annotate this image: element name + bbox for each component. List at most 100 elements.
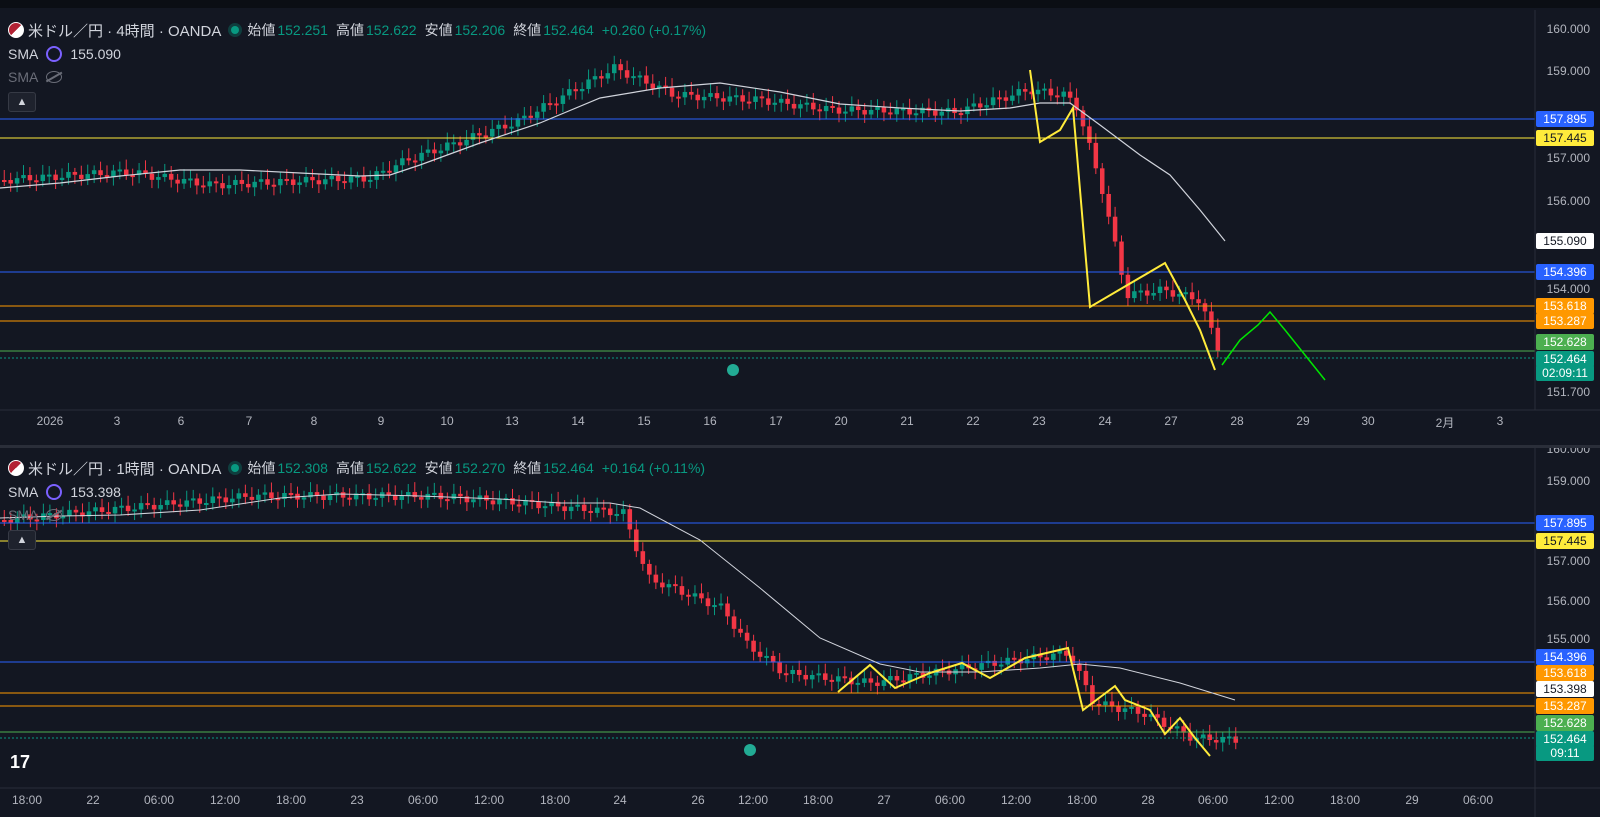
candle-body [647,563,652,575]
candle-body [262,492,268,495]
candle-body [451,493,457,500]
time-tick: 06:00 [1462,793,1494,807]
candle-body [822,673,828,680]
candle-body [223,497,229,503]
candle-body [143,170,148,174]
candle-body [843,111,848,114]
candle-body [40,174,46,182]
time-tick: 15 [637,414,651,428]
time-tick: 18:00 [802,793,834,807]
candle-body [393,165,399,173]
alarm-clock-icon[interactable] [727,364,739,376]
price-tick: 160.000 [1546,448,1590,456]
candle-body [920,107,925,114]
candle-body [679,586,685,595]
candle-body [477,133,482,136]
time-tick: 06:00 [407,793,439,807]
symbol-title[interactable]: 米ドル／円 · 1時間 · OANDA [28,460,222,478]
candle-body [425,149,431,153]
collapse-legend-button[interactable]: ▲ [8,530,36,550]
candle-body [573,89,578,92]
candle-body [112,506,118,514]
candle-body [888,112,893,115]
candle-body [816,673,822,676]
candle-body [686,594,691,597]
candle-body [86,511,92,517]
candle-body [601,507,607,510]
candle-body [321,495,326,500]
hidden-eye-icon[interactable] [46,509,63,521]
candle-body [682,91,688,98]
candle-body [586,79,591,89]
candle-body [721,98,726,102]
collapse-legend-button[interactable]: ▲ [8,92,36,112]
candle-body [766,98,771,105]
candle-body [464,139,469,146]
candle-body [669,87,675,97]
candle-body [419,497,424,500]
candle-body [1181,726,1186,733]
candle-body [470,133,476,140]
candle-body [796,669,802,675]
time-tick: 26 [691,793,705,807]
candle-body [1044,657,1050,660]
candle-body [98,170,103,176]
candle-body [653,574,659,583]
candle-body [809,675,815,680]
candle-body [829,679,835,682]
pane-separator[interactable] [0,445,1600,448]
candles-4h [2,55,1221,358]
hidden-eye-icon[interactable] [46,71,63,83]
candle-body [27,175,33,181]
candle-body [894,108,900,115]
candle-body [1022,89,1028,92]
candle-body [1157,286,1163,293]
candle-body [256,494,261,500]
sma2-indicator-row[interactable]: SMA [8,504,713,526]
candle-body [875,106,880,110]
candle-body [366,493,372,500]
time-tick: 2月 [1435,416,1455,430]
candle-body [510,498,515,505]
sma-line-4h [0,82,1226,242]
candle-body [1038,653,1043,658]
candle-body [811,102,816,110]
candle-body [1183,292,1188,295]
candle-body [1080,110,1086,127]
chart-canvas-1h[interactable] [0,448,1600,817]
candle-body [136,170,142,176]
time-tick: 12:00 [1000,793,1032,807]
candle-body [607,508,613,516]
alarm-clock-icon[interactable] [744,744,756,756]
candle-body [177,504,183,507]
candle-body [162,173,168,178]
candle-body [663,85,668,88]
usd-jpy-flag-icon [8,22,24,38]
candle-body [836,107,842,114]
chart-pane-1h[interactable]: 米ドル／円 · 1時間 · OANDA 始値 152.308 高値 152.622 … [0,448,1600,817]
price-tick: 157.000 [1546,151,1590,165]
sma2-indicator-row[interactable]: SMA [8,66,714,88]
time-tick: 23 [1032,414,1046,428]
candle-body [21,175,26,179]
sma-indicator-row[interactable]: SMA 153.398 [8,484,121,500]
candle-body [361,175,367,182]
candle-body [804,102,810,105]
candle-body [1207,734,1212,741]
candle-body [581,504,587,511]
chart-pane-4h[interactable]: 米ドル／円 · 4時間 · OANDA 始値 152.251 高値 152.622 … [0,10,1600,446]
candle-body [158,505,163,510]
candle-body [1151,292,1156,296]
candle-body [282,493,287,500]
candle-body [496,124,501,129]
candle-body [1077,663,1082,671]
chart-canvas-4h[interactable] [0,10,1600,446]
sma-indicator-row[interactable]: SMA 155.090 [8,46,121,62]
candle-body [785,98,790,104]
candle-body [171,500,176,505]
tradingview-logo[interactable]: 17 [10,752,31,772]
candle-body [555,501,561,507]
price-tag: 154.396 [1536,264,1594,280]
candle-body [207,181,212,187]
symbol-title[interactable]: 米ドル／円 · 4時間 · OANDA [28,22,222,40]
